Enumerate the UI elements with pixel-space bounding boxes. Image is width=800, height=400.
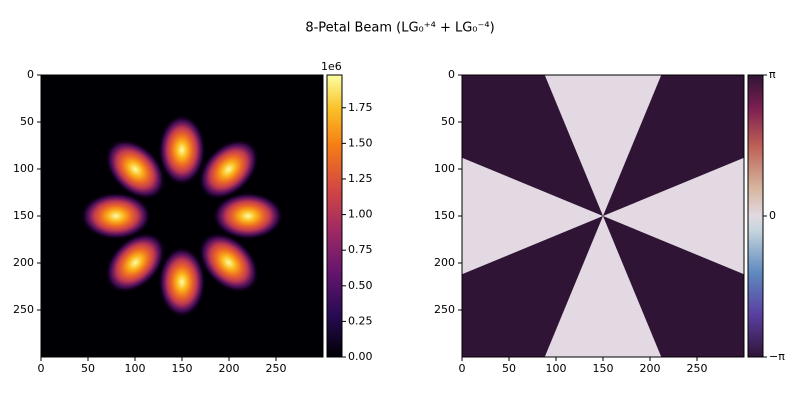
colorbar	[747, 74, 764, 358]
x-tick-label: 0	[38, 362, 45, 375]
colorbar-tick-label: 0	[769, 209, 776, 222]
colorbar-tick-label: 0.75	[348, 243, 373, 256]
x-tick-label: 200	[219, 362, 240, 375]
x-tick-label: 150	[593, 362, 614, 375]
x-tick-label: 100	[546, 362, 567, 375]
petal	[104, 138, 166, 200]
y-tick-label: 0	[27, 68, 34, 81]
petal	[104, 232, 166, 294]
x-tick-label: 250	[687, 362, 708, 375]
petal	[158, 246, 206, 318]
colorbar-tick-label: 1.75	[348, 101, 373, 114]
image	[41, 75, 323, 357]
x-tick-label: 0	[459, 362, 466, 375]
petal	[212, 192, 284, 240]
y-tick-label: 200	[13, 256, 34, 269]
colorbar-offset: 1e6	[321, 60, 342, 73]
x-tick-label: 200	[640, 362, 661, 375]
y-tick-label: 150	[13, 209, 34, 222]
phase-wedge	[544, 216, 662, 357]
x-tick-label: 50	[81, 362, 95, 375]
image	[462, 75, 744, 357]
phase-wedge	[462, 157, 603, 275]
phase-wedge	[603, 157, 744, 275]
colorbar-tick-label: 1.25	[348, 172, 373, 185]
x-tick-label: 100	[125, 362, 146, 375]
y-tick-label: 0	[448, 68, 455, 81]
colorbar-tick-label: 0.25	[348, 314, 373, 327]
y-tick-label: 250	[13, 303, 34, 316]
y-tick-label: 50	[441, 115, 455, 128]
petal	[198, 232, 260, 294]
y-tick-label: 250	[434, 303, 455, 316]
colorbar-tick-label: π	[769, 68, 776, 81]
y-tick-label: 200	[434, 256, 455, 269]
x-tick-label: 150	[172, 362, 193, 375]
colorbar-tick-label: 1.00	[348, 208, 373, 221]
petal	[198, 138, 260, 200]
x-tick-label: 50	[502, 362, 516, 375]
petal	[158, 114, 206, 186]
colorbar-tick-label: 0.00	[348, 350, 373, 363]
x-tick-label: 250	[266, 362, 287, 375]
y-tick-label: 100	[13, 162, 34, 175]
colorbar	[326, 74, 343, 358]
colorbar-tick-label: 0.50	[348, 279, 373, 292]
y-tick-label: 50	[20, 115, 34, 128]
y-tick-label: 150	[434, 209, 455, 222]
phase-wedge	[544, 75, 662, 216]
colorbar-tick-label: 1.50	[348, 136, 373, 149]
y-tick-label: 100	[434, 162, 455, 175]
figure-title: 8-Petal Beam (LG₀⁺⁴ + LG₀⁻⁴)	[305, 21, 494, 36]
petal	[80, 192, 152, 240]
colorbar-tick-label: −π	[769, 350, 785, 363]
